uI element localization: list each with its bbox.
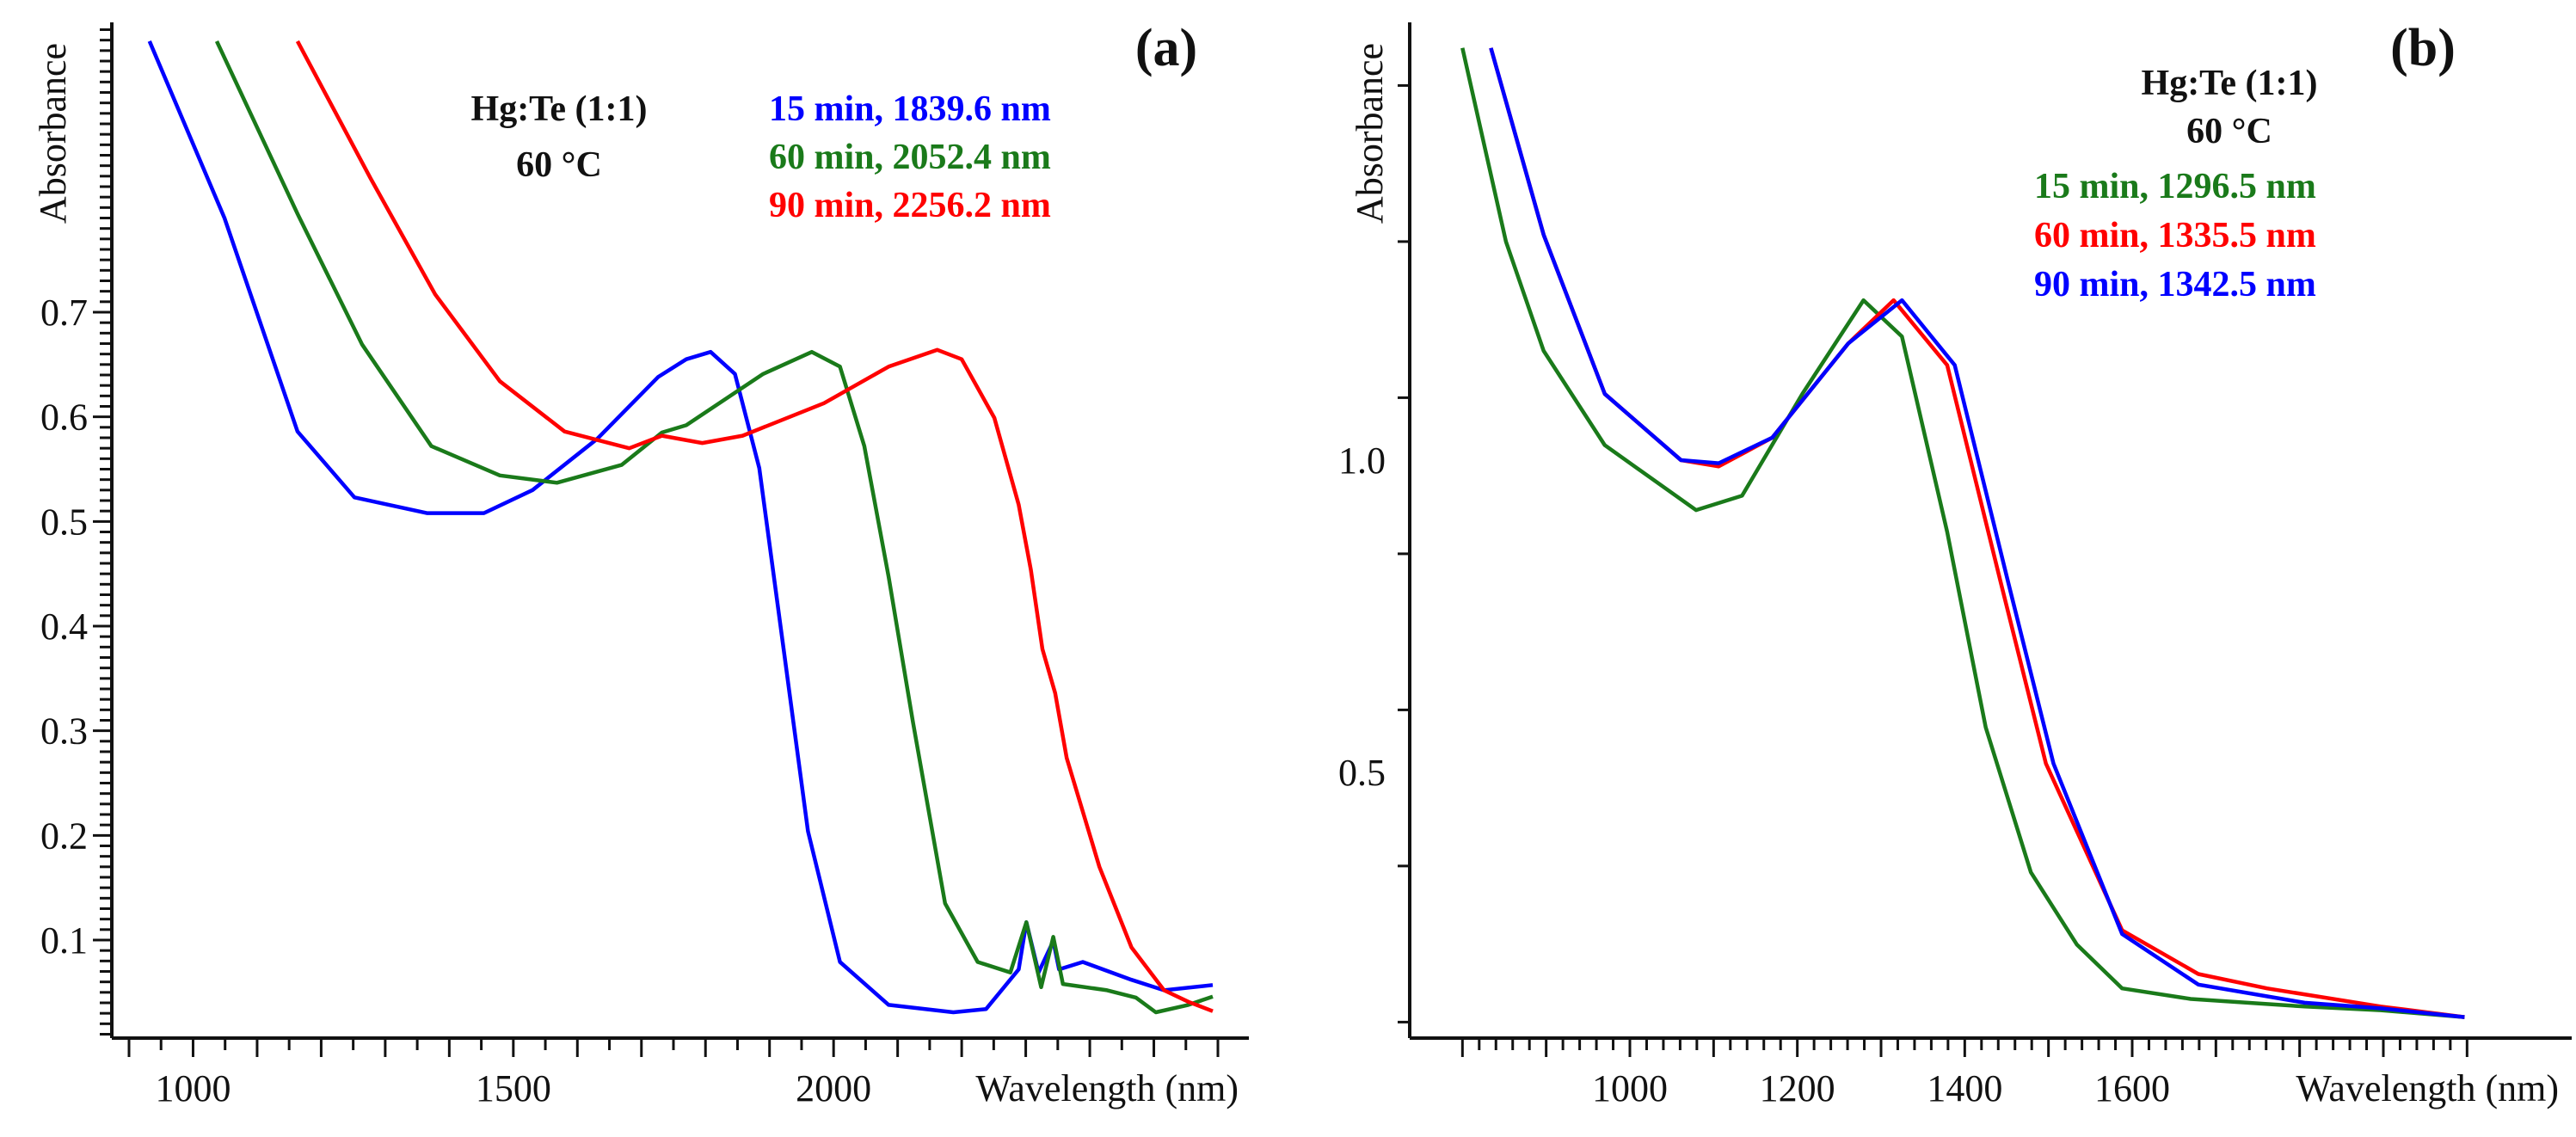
x-tick-label: 2000 bbox=[796, 1067, 871, 1109]
panel-label: (b) bbox=[2390, 19, 2456, 77]
panel-b: 0.5 1.0 1000 1200 1400 1600 Wavelength (nm) Abs… bbox=[1338, 19, 2572, 1109]
series-line bbox=[1489, 47, 2465, 1019]
x-axis-title: Wavelength (nm) bbox=[2296, 1067, 2559, 1109]
series-line bbox=[295, 40, 1214, 1013]
y-tick-label: 0.2 bbox=[40, 814, 88, 857]
legend-entry: 90 min, 1342.5 nm bbox=[2034, 265, 2316, 304]
series-line bbox=[147, 40, 1214, 1015]
series-line bbox=[214, 40, 1214, 1015]
condition-annotation: Hg:Te (1:1) bbox=[471, 89, 648, 129]
legend-entry: 60 min, 1335.5 nm bbox=[2034, 216, 2316, 255]
x-tick-label: 1200 bbox=[1760, 1067, 1835, 1109]
condition-annotation: 60 °C bbox=[516, 145, 602, 185]
y-tick-label: 0.6 bbox=[40, 396, 88, 439]
y-tick-label: 0.4 bbox=[40, 605, 88, 648]
x-tick-label: 1400 bbox=[1927, 1067, 2002, 1109]
series-line bbox=[1489, 47, 2465, 1019]
y-axis-title: Absorbance bbox=[1349, 43, 1391, 224]
y-tick-label: 0.3 bbox=[40, 710, 88, 753]
y-axis-title: Absorbance bbox=[32, 43, 74, 224]
condition-annotation: 60 °C bbox=[2186, 112, 2272, 151]
x-tick-label: 1000 bbox=[155, 1067, 231, 1109]
panel-a: 0.1 0.2 0.3 0.4 0.5 0.6 0.7 1000 1500 2000 Wavelen… bbox=[32, 19, 1249, 1109]
y-tick-label: 1.0 bbox=[1338, 439, 1386, 482]
y-tick-label: 0.5 bbox=[40, 501, 88, 543]
legend-entry: 15 min, 1296.5 nm bbox=[2034, 167, 2316, 206]
x-tick-label: 1600 bbox=[2094, 1067, 2170, 1109]
condition-annotation: Hg:Te (1:1) bbox=[2142, 64, 2318, 103]
panel-label: (a) bbox=[1135, 19, 1197, 77]
legend-entry: 15 min, 1839.6 nm bbox=[769, 89, 1051, 129]
y-tick-label: 0.5 bbox=[1338, 752, 1386, 794]
x-axis-title: Wavelength (nm) bbox=[975, 1067, 1239, 1109]
y-tick-label: 0.7 bbox=[40, 292, 88, 334]
series-line bbox=[1460, 47, 2465, 1019]
legend-entry: 90 min, 2256.2 nm bbox=[769, 186, 1051, 225]
x-tick-label: 1000 bbox=[1592, 1067, 1668, 1109]
x-tick-label: 1500 bbox=[476, 1067, 551, 1109]
y-tick-label: 0.1 bbox=[40, 919, 88, 962]
legend-entry: 60 min, 2052.4 nm bbox=[769, 138, 1051, 177]
